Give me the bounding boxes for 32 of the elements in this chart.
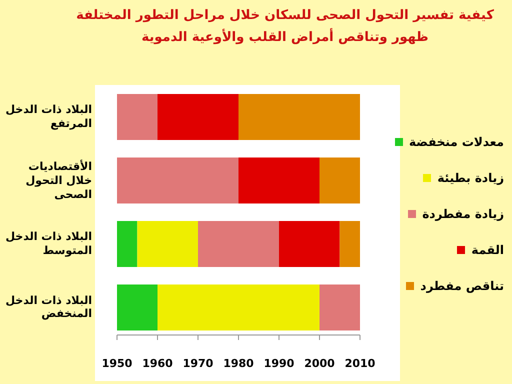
y-tick-label: البلاد ذات الدخل المرتفع (4, 103, 92, 130)
bar (320, 158, 360, 204)
bar (340, 221, 360, 267)
x-tick-label: 2000 (304, 357, 336, 370)
bar (117, 284, 158, 330)
y-tick-label: البلاد ذات الدخل المنخفض (4, 294, 92, 321)
bar (137, 221, 198, 267)
legend-label: تناقص مفطرد (420, 278, 504, 294)
bar (320, 284, 360, 330)
x-tick-label: 2010 (344, 357, 376, 370)
bar (117, 158, 238, 204)
x-tick-label: 1980 (223, 357, 254, 370)
legend-label: زيادة مفطردة (422, 206, 504, 222)
chart-title: كيفية تفسير التحول الصحى للسكان خلال مراحل التطور المختلفة (75, 8, 495, 24)
legend-label: زيادة بطيئة (437, 170, 504, 186)
y-tick-label: البلاد ذات الدخل المتوسط (4, 230, 92, 258)
bar (117, 94, 158, 140)
x-tick-label: 1950 (102, 357, 133, 370)
bar (158, 284, 320, 330)
x-tick-label: 1970 (182, 357, 214, 370)
bar (117, 221, 138, 267)
x-tick-label: 1990 (264, 357, 295, 370)
y-tick-label: الأقتصاديات خلال التحول الصحى (24, 160, 92, 202)
legend-label: القمة (471, 242, 504, 258)
bar (279, 221, 340, 267)
bar (198, 221, 279, 267)
chart-subtitle: ظهور وتناقص أمراض القلب والأوعية الدموية (140, 30, 430, 46)
legend-label: معدلات منخفضة (408, 134, 504, 150)
bar (158, 94, 238, 140)
bar (238, 158, 320, 204)
bar (238, 94, 360, 140)
x-tick-label: 1960 (142, 357, 174, 370)
